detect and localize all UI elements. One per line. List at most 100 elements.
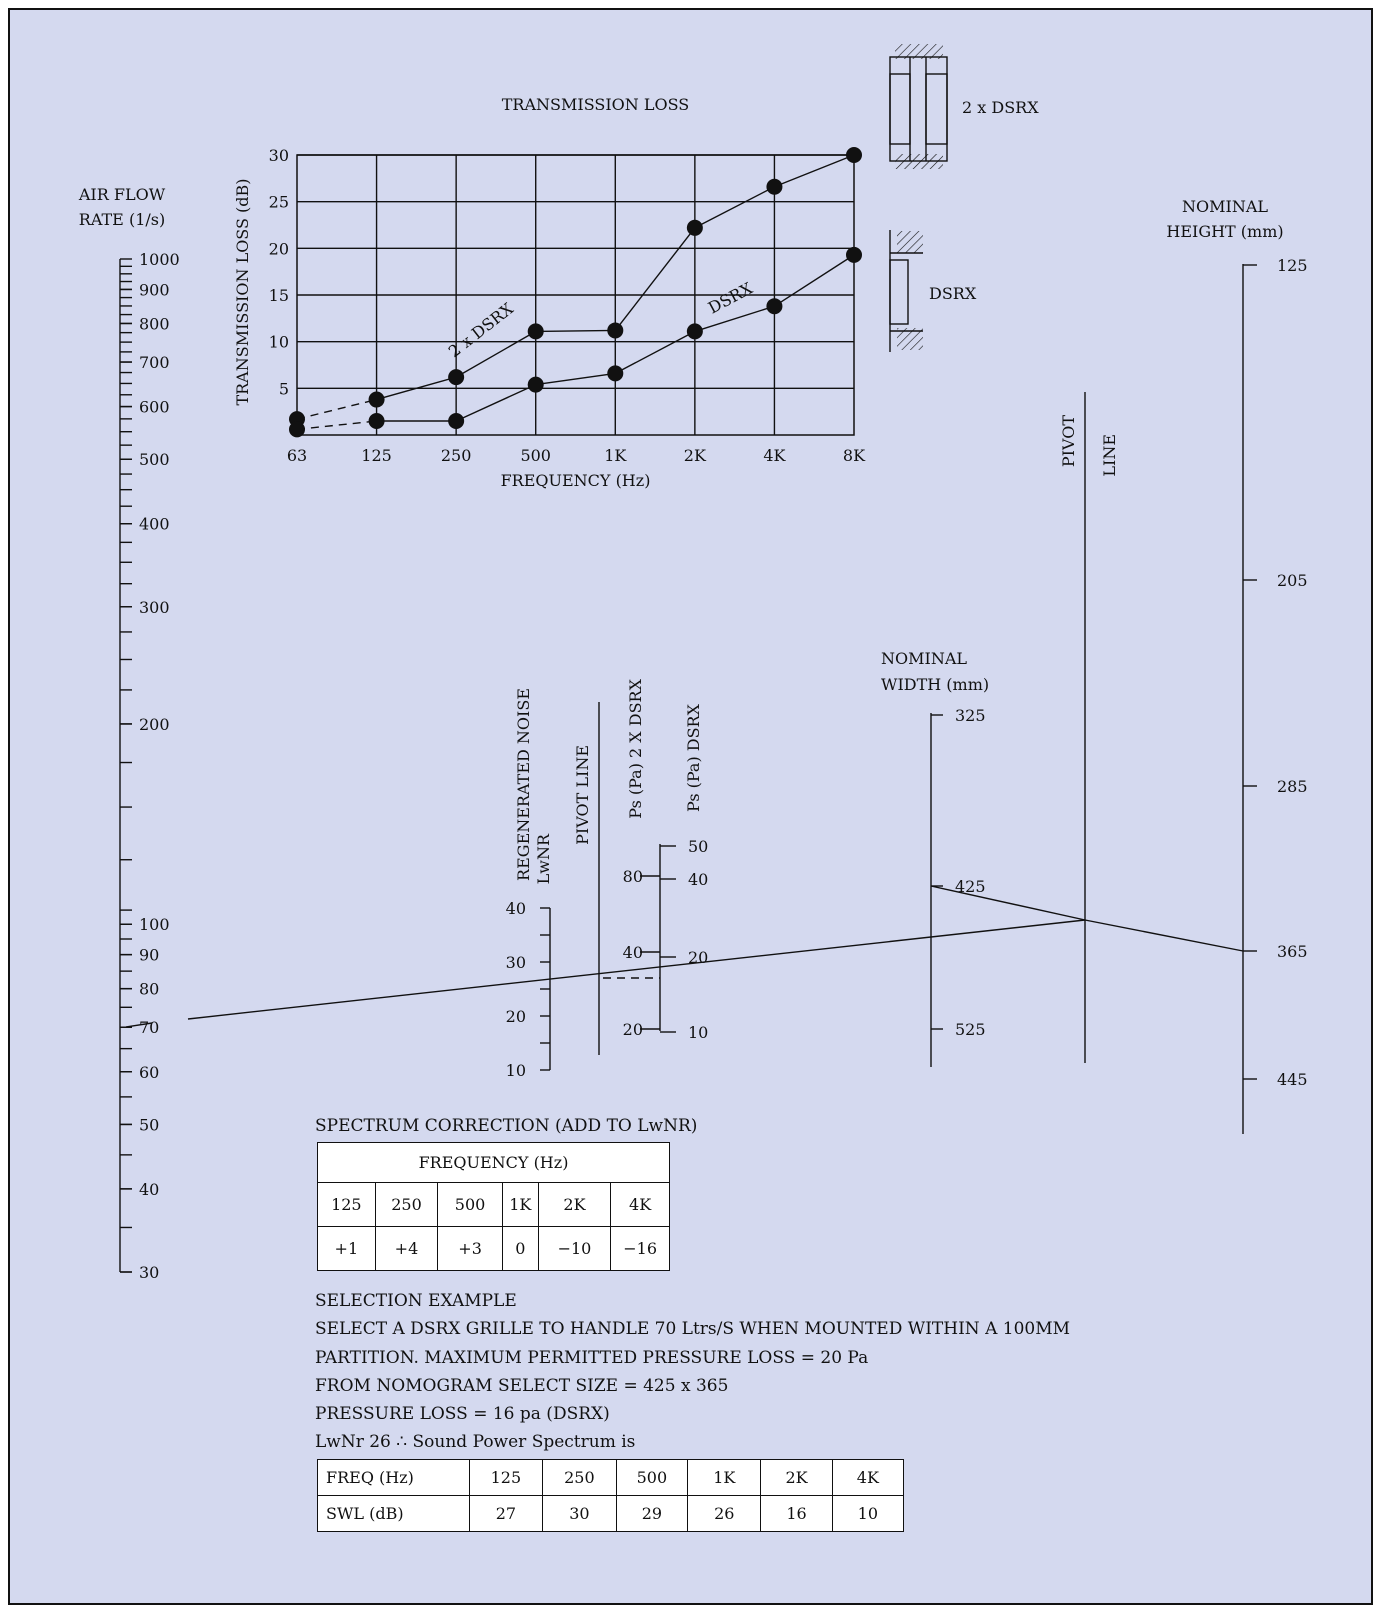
swl-table: FREQ (Hz) 125 250 500 1K 2K 4K SWL (dB) … <box>317 1459 905 1532</box>
y-axis-label: TRANSMISSION LOSS (dB) <box>233 178 252 405</box>
airflow-tick-label: 800 <box>139 314 170 333</box>
data-point <box>368 413 385 429</box>
airflow-tick-label: 40 <box>139 1180 159 1199</box>
series-segment <box>614 330 696 375</box>
airflow-tick-label: 90 <box>139 946 159 965</box>
example-line: SELECT A DSRX GRILLE TO HANDLE 70 Ltrs/S… <box>315 1319 1071 1339</box>
spectrum-correction-cell: +3 <box>437 1226 503 1271</box>
data-point <box>766 178 783 195</box>
data-point <box>527 323 544 340</box>
swl-value-cell: 10 <box>831 1495 905 1532</box>
data-point <box>686 323 703 340</box>
ps-2x-tick-label: 20 <box>623 1020 643 1039</box>
y-tick-label: 15 <box>269 286 289 305</box>
lwnr-tick-label: 10 <box>506 1061 526 1080</box>
width-tick-label: 425 <box>955 877 986 896</box>
airflow-tick-label: 600 <box>139 398 170 417</box>
series-segment <box>455 330 537 378</box>
airflow-tick-label: 300 <box>139 598 170 617</box>
series-segment <box>296 398 377 420</box>
pivot-line-1-label: PIVOT LINE <box>573 745 592 845</box>
example-heading: SELECTION EXAMPLE <box>315 1291 517 1311</box>
legend-label-2x-dsrx: 2 x DSRX <box>962 98 1039 117</box>
single-grille-section-icon <box>889 230 923 352</box>
series-segment <box>535 329 616 333</box>
height-scale-label: NOMINAL <box>1182 197 1268 216</box>
data-point <box>448 369 465 386</box>
data-point <box>846 147 862 163</box>
outer-frame <box>889 56 948 162</box>
spectrum-freq-cell: 500 <box>437 1182 503 1227</box>
airflow-tick-label: 500 <box>139 450 170 469</box>
lwnr-scale-label: LwNR <box>534 833 553 884</box>
x-tick-label: 8K <box>843 446 866 465</box>
spectrum-correction-table: FREQUENCY (Hz) 125 250 500 1K 2K 4K +1 +… <box>317 1142 670 1271</box>
spectrum-freq-cell: 1K <box>501 1182 539 1227</box>
airflow-tick-label: 80 <box>139 980 159 999</box>
data-point <box>607 365 624 382</box>
x-tick-label: 125 <box>361 446 392 465</box>
airflow-tick-label: 900 <box>139 280 170 299</box>
swl-freq-cell: 2K <box>760 1459 833 1496</box>
x-tick-label: 4K <box>763 446 786 465</box>
width-scale-label: WIDTH (mm) <box>881 675 989 694</box>
height-tick-label: 445 <box>1277 1070 1308 1089</box>
swl-row-label: FREQ (Hz) <box>317 1459 470 1496</box>
airflow-tick-label: 400 <box>139 515 170 534</box>
airflow-tick-label: 200 <box>139 715 170 734</box>
series-2x-dsrx <box>289 147 862 428</box>
spectrum-header: FREQUENCY (Hz) <box>317 1142 670 1183</box>
height-tick-label: 365 <box>1277 942 1308 961</box>
swl-freq-cell: 125 <box>468 1459 544 1496</box>
ps-dsrx-scale-label: Ps (Pa) DSRX <box>684 703 703 812</box>
spectrum-correction-cell: +4 <box>374 1226 439 1271</box>
lwnr-tick-label: 30 <box>506 953 526 972</box>
swl-freq-cell: 4K <box>831 1459 905 1496</box>
nomogram-figure: 63 125 250 500 1K 2K 4K 8K51015202530TRANSMISSI… <box>78 44 1308 1282</box>
series-segment <box>455 383 537 422</box>
left-leaf <box>889 73 911 145</box>
airflow-scale-label: RATE (1/s) <box>79 210 165 229</box>
pivot-line-2-label: PIVOT <box>1059 415 1078 467</box>
spectrum-freq-cell: 250 <box>374 1182 439 1227</box>
swl-freq-cell: 250 <box>542 1459 617 1496</box>
y-tick-label: 30 <box>269 146 289 165</box>
x-tick-label: 500 <box>520 446 551 465</box>
example-construction-line <box>1084 919 1244 952</box>
data-point <box>527 376 544 393</box>
data-point <box>766 298 783 315</box>
leaf <box>889 259 909 325</box>
height-tick-label: 285 <box>1277 777 1308 796</box>
airflow-tick-label: 1000 <box>139 250 180 269</box>
legend-label-dsrx: DSRX <box>929 284 977 303</box>
width-tick-label: 525 <box>955 1020 986 1039</box>
swl-freq-cell: 1K <box>687 1459 762 1496</box>
x-tick-label: 250 <box>441 446 472 465</box>
y-tick-label: 5 <box>279 379 289 398</box>
height-tick-label: 205 <box>1277 571 1308 590</box>
hatch-block <box>897 328 923 350</box>
airflow-scale-label: AIR FLOW <box>78 185 166 204</box>
series-segment <box>376 376 457 401</box>
swl-value-cell: 26 <box>687 1495 762 1532</box>
spectrum-correction-cell: −16 <box>610 1226 670 1271</box>
right-leaf <box>925 73 948 145</box>
x-tick-label: 1K <box>604 446 627 465</box>
airflow-tick-label: 30 <box>139 1263 159 1282</box>
data-point <box>686 219 703 236</box>
x-tick-label: 63 <box>287 446 307 465</box>
ps-2x-tick-label: 40 <box>623 943 643 962</box>
spectrum-freq-cell: 2K <box>537 1182 612 1227</box>
series-segment <box>535 372 616 386</box>
airflow-tick-label: 70 <box>139 1018 159 1037</box>
chart-title: TRANSMISSION LOSS <box>502 95 689 114</box>
series-segment <box>774 254 855 307</box>
spectrum-freq-cell: 125 <box>317 1182 376 1227</box>
example-line: PRESSURE LOSS = 16 pa (DSRX) <box>315 1404 610 1424</box>
series-segment <box>774 154 855 188</box>
width-scale-label: NOMINAL <box>881 649 967 668</box>
series-dsrx <box>289 246 862 438</box>
lwnr-scale-label: REGENERATED NOISE <box>514 688 533 881</box>
series-segment <box>614 227 696 331</box>
spectrum-correction-cell: −10 <box>537 1226 612 1271</box>
